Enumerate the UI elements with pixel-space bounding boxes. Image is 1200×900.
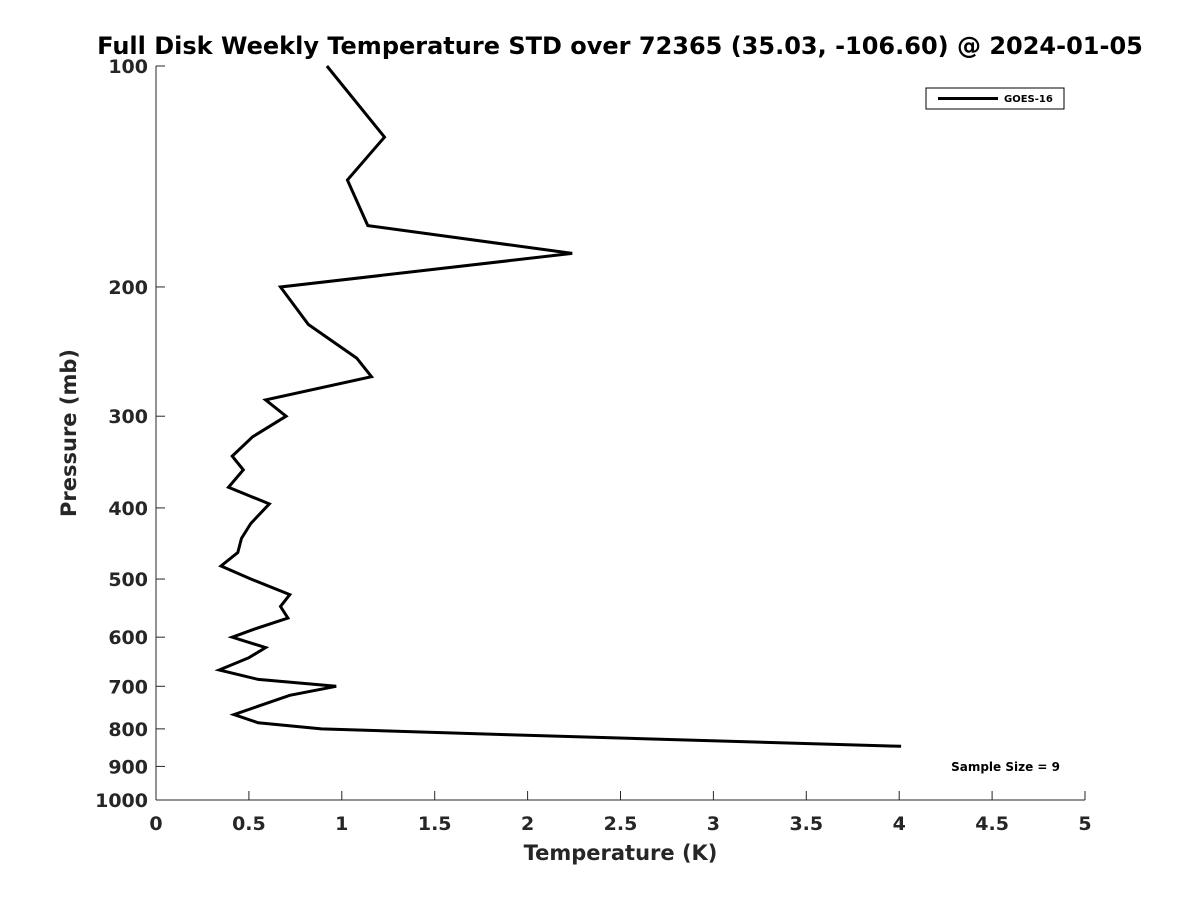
y-tick-label: 800	[108, 719, 148, 741]
x-tick-label: 2	[521, 813, 534, 835]
x-tick-label: 0.5	[232, 813, 266, 835]
x-axis-label: Temperature (K)	[524, 841, 718, 865]
x-tick-label: 3.5	[789, 813, 823, 835]
x-tick-label: 4	[893, 813, 906, 835]
y-tick-label: 600	[108, 627, 148, 649]
x-tick-label: 1.5	[418, 813, 452, 835]
y-tick-label: 400	[108, 498, 148, 520]
y-tick-label: 900	[108, 756, 148, 778]
legend: GOES-16	[925, 87, 1065, 110]
y-tick-label: 700	[108, 676, 148, 698]
y-tick-label: 100	[108, 56, 148, 78]
x-tick-label: 4.5	[975, 813, 1009, 835]
x-tick-label: 0	[149, 813, 162, 835]
x-tick-label: 2.5	[604, 813, 638, 835]
series-layer	[214, 65, 902, 748]
x-axis: 0 0.5 1 1.5 2 2.5 3 3.5 4 4.5 5	[149, 791, 1092, 835]
series-line-goes-16	[214, 65, 902, 748]
legend-label-goes-16: GOES-16	[1004, 94, 1053, 105]
y-axis-label: Pressure (mb)	[57, 349, 81, 517]
y-tick-label: 1000	[95, 790, 148, 812]
chart-title: Full Disk Weekly Temperature STD over 72…	[97, 32, 1143, 60]
x-tick-label: 1	[335, 813, 348, 835]
y-tick-label: 200	[108, 277, 148, 299]
sample-size-annotation: Sample Size = 9	[951, 760, 1060, 774]
x-tick-label: 5	[1078, 813, 1091, 835]
y-tick-label: 300	[108, 406, 148, 428]
y-axis: 100 200 300 400 500 600 700 800 900 1000	[95, 56, 165, 812]
x-tick-label: 3	[707, 813, 720, 835]
y-tick-label: 500	[108, 569, 148, 591]
